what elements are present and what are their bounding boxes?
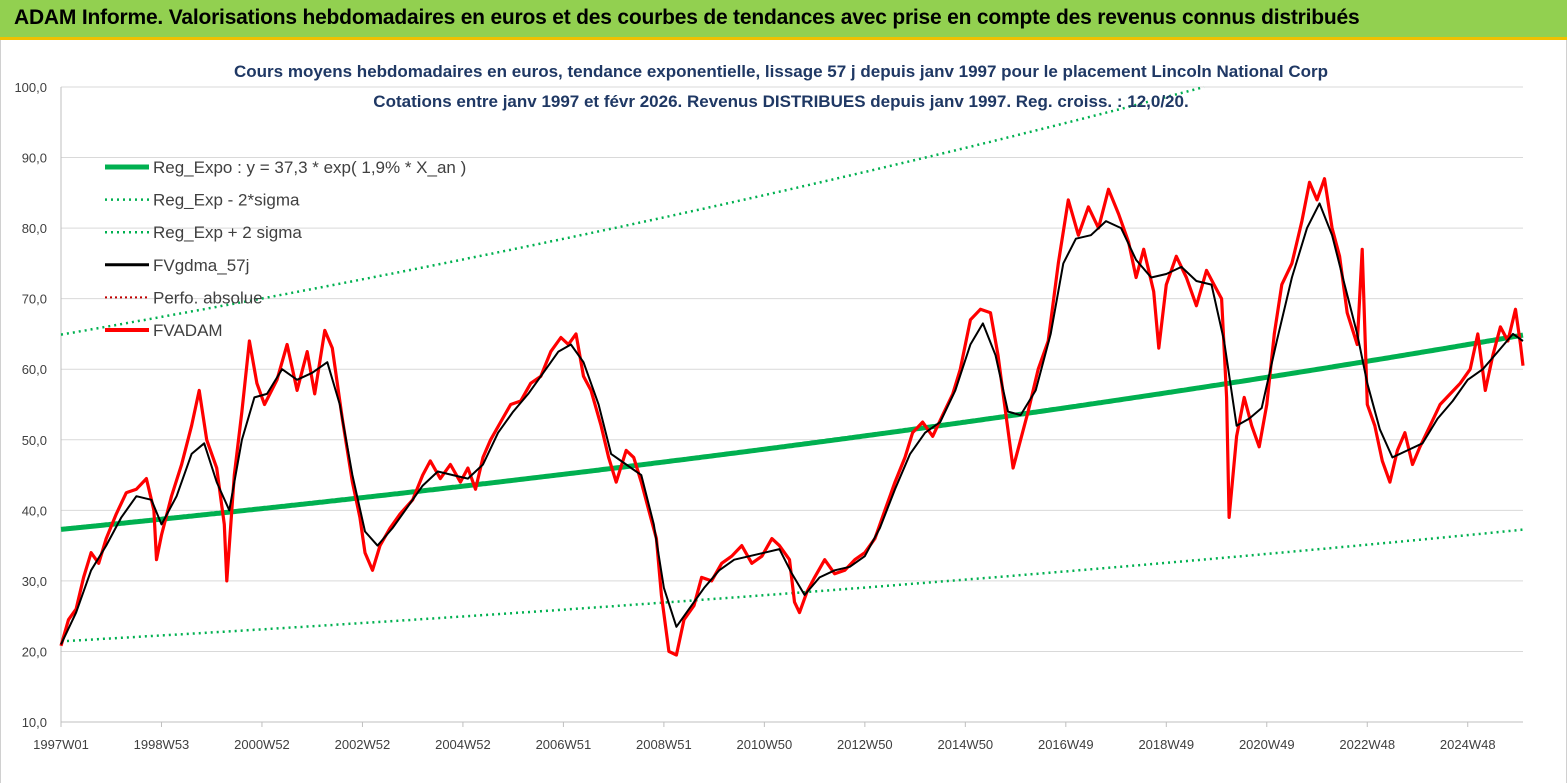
x-tick-label: 1998W53	[134, 737, 190, 752]
x-tick-label: 2002W52	[335, 737, 391, 752]
x-tick-label: 2004W52	[435, 737, 491, 752]
x-tick-label: 2020W49	[1239, 737, 1295, 752]
x-tick-label: 2012W50	[837, 737, 893, 752]
x-tick-label: 2018W49	[1138, 737, 1194, 752]
x-tick-label: 2024W48	[1440, 737, 1496, 752]
x-tick-label: 2008W51	[636, 737, 692, 752]
y-tick-label: 20,0	[22, 644, 47, 659]
y-tick-label: 90,0	[22, 151, 47, 166]
x-tick-label: 2006W51	[536, 737, 592, 752]
y-tick-label: 100,0	[14, 80, 47, 95]
header-bar: ADAM Informe. Valorisations hebdomadaire…	[0, 0, 1567, 40]
legend-label-fvgdma: FVgdma_57j	[153, 256, 249, 275]
series-fvadam	[59, 177, 1525, 657]
legend-label-lower: Reg_Exp - 2*sigma	[153, 191, 300, 210]
x-tick-label: 2010W50	[737, 737, 793, 752]
x-tick-label: 2022W48	[1339, 737, 1395, 752]
series-layer	[59, 85, 1525, 657]
axes: 10,0 20,0 30,0 40,0 50,0 60,0 70,0 80,0 90,0 100,…	[14, 80, 1523, 752]
grid-lines	[61, 86, 1523, 723]
chart-area: 10,0 20,0 30,0 40,0 50,0 60,0 70,0 80,0 90,0 100,…	[0, 40, 1567, 783]
legend-label-reg_expo: Reg_Expo : y = 37,3 * exp( 1,9% * X_an )	[153, 158, 466, 177]
y-tick-label: 40,0	[22, 503, 47, 518]
y-tick-label: 30,0	[22, 574, 47, 589]
legend: Reg_Expo : y = 37,3 * exp( 1,9% * X_an )…	[105, 158, 466, 340]
chart-subtitle: Cotations entre janv 1997 et févr 2026. …	[373, 92, 1188, 111]
series-reg-exp-plus-2-sigma	[60, 85, 1205, 336]
page-title: ADAM Informe. Valorisations hebdomadaire…	[14, 6, 1360, 29]
chart-title: Cours moyens hebdomadaires en euros, ten…	[234, 62, 1328, 81]
line-chart: 10,0 20,0 30,0 40,0 50,0 60,0 70,0 80,0 90,0 100,…	[14, 62, 1525, 752]
x-tick-label: 2016W49	[1038, 737, 1094, 752]
x-tick-label: 2000W52	[234, 737, 290, 752]
y-tick-label: 70,0	[22, 292, 47, 307]
x-tick-label: 2014W50	[938, 737, 994, 752]
series-reg-expo	[60, 332, 1524, 532]
legend-label-upper: Reg_Exp + 2 sigma	[153, 223, 302, 242]
x-tick-label: 1997W01	[33, 737, 89, 752]
y-tick-label: 60,0	[22, 362, 47, 377]
y-tick-label: 80,0	[22, 221, 47, 236]
legend-label-fvadam: FVADAM	[153, 321, 223, 340]
y-tick-label: 50,0	[22, 433, 47, 448]
series-fvgdma-57j	[60, 202, 1524, 645]
y-tick-label: 10,0	[22, 715, 47, 730]
legend-label-perfo: Perfo. absolue	[153, 288, 263, 307]
